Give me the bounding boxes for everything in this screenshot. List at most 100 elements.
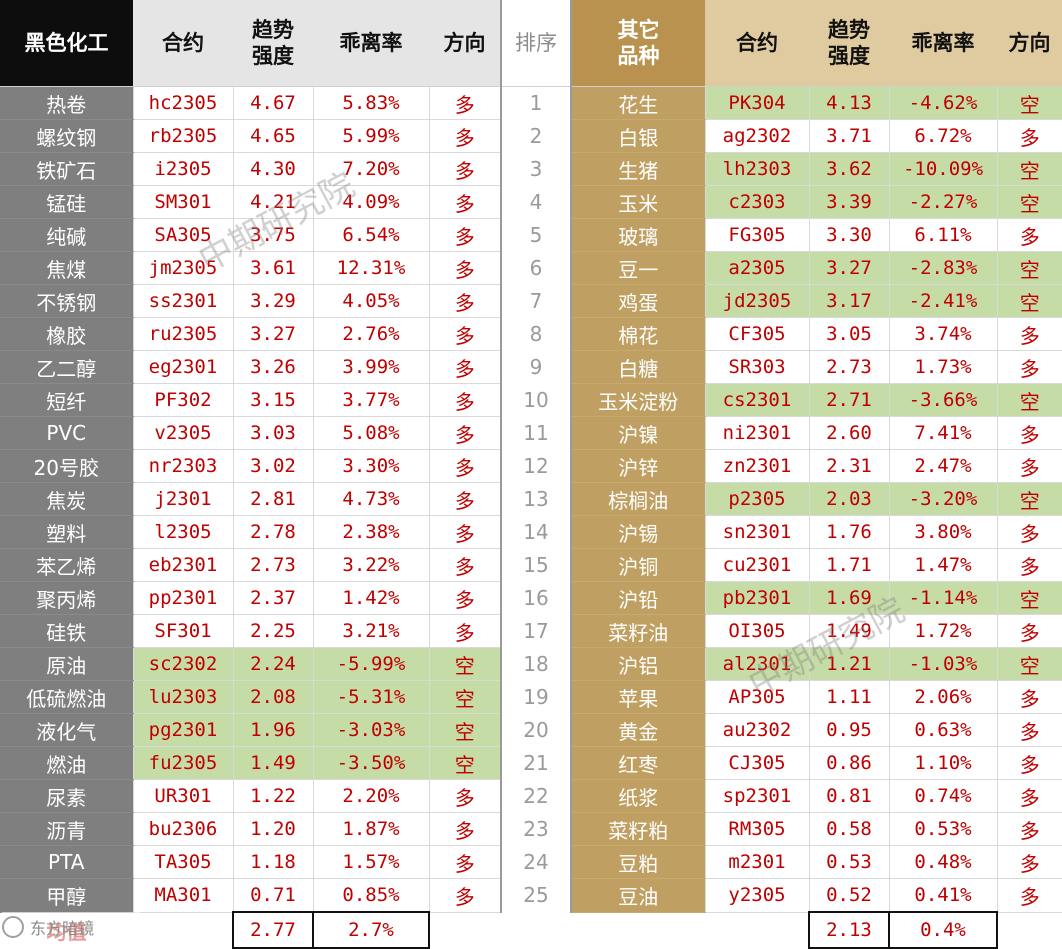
header-left-trend-text: 趋势强度 <box>252 18 294 68</box>
table-row: 20号胶 nr2303 3.02 3.30% 多 12 沪锌 zn2301 2.31 2.47% 多 <box>0 449 1062 483</box>
right-dir-cell: 多 <box>996 317 1062 351</box>
left-category-name: 20号胶 <box>0 449 133 483</box>
right-trend-cell: 2.71 <box>808 383 889 417</box>
rank-cell: 8 <box>500 317 572 351</box>
header-right-trend-text: 趋势强度 <box>828 18 870 68</box>
table-row: PTA TA305 1.18 1.57% 多 24 豆粕 m2301 0.53 0.48% 多 <box>0 845 1062 879</box>
right-dir-cell: 多 <box>996 845 1062 879</box>
left-category-name: 短纤 <box>0 383 133 417</box>
left-dir-cell: 多 <box>428 416 501 450</box>
right-code-cell: OI305 <box>704 614 809 648</box>
table-row: 塑料 l2305 2.78 2.38% 多 14 沪锡 sn2301 1.76 3.80% 多 <box>0 515 1062 549</box>
header-left-category: 黑色化工 <box>0 0 133 87</box>
left-dir-cell: 多 <box>428 317 501 351</box>
right-trend-cell: 2.03 <box>808 482 889 516</box>
left-code-cell: j2301 <box>132 482 233 516</box>
right-category-name: 沪铝 <box>571 647 705 681</box>
right-category-name: 菜籽粕 <box>571 812 705 846</box>
left-trend-cell: 2.24 <box>232 647 313 681</box>
right-category-name: 白糖 <box>571 350 705 384</box>
table-row: 螺纹钢 rb2305 4.65 5.99% 多 2 白银 ag2302 3.71 6.72% 多 <box>0 119 1062 153</box>
left-dev-cell: 2.38% <box>312 515 429 549</box>
left-category-name: 沥青 <box>0 812 133 846</box>
left-dev-cell: 3.99% <box>312 350 429 384</box>
left-code-cell: rb2305 <box>132 119 233 153</box>
right-trend-cell: 4.13 <box>808 86 889 120</box>
right-dir-cell: 空 <box>996 647 1062 681</box>
right-trend-cell: 3.05 <box>808 317 889 351</box>
right-category-name: 苹果 <box>571 680 705 714</box>
left-code-cell: SA305 <box>132 218 233 252</box>
right-trend-cell: 3.27 <box>808 251 889 285</box>
left-dev-cell: -3.50% <box>312 746 429 780</box>
right-dir-cell: 多 <box>996 713 1062 747</box>
right-category-name: 豆油 <box>571 878 705 913</box>
header-right-direction: 方向 <box>997 0 1062 87</box>
right-category-name: 棕榈油 <box>571 482 705 516</box>
right-category-name: 沪锡 <box>571 515 705 549</box>
rank-cell: 3 <box>500 152 572 186</box>
right-category-name: 沪锌 <box>571 449 705 483</box>
right-dev-cell: -3.20% <box>888 482 997 516</box>
right-category-name: 鸡蛋 <box>571 284 705 318</box>
right-code-cell: al2301 <box>704 647 809 681</box>
left-dev-cell: 1.57% <box>312 845 429 879</box>
left-dir-cell: 空 <box>428 713 501 747</box>
right-code-cell: CF305 <box>704 317 809 351</box>
left-dir-cell: 多 <box>428 779 501 813</box>
left-code-cell: MA301 <box>132 878 233 913</box>
table-row: 短纤 PF302 3.15 3.77% 多 10 玉米淀粉 cs2301 2.71 -3.66% 空 <box>0 383 1062 417</box>
right-dev-cell: -3.66% <box>888 383 997 417</box>
header-left-contract: 合约 <box>133 0 233 87</box>
left-dir-cell: 多 <box>428 218 501 252</box>
right-dev-cell: -2.83% <box>888 251 997 285</box>
left-dev-cell: 2.76% <box>312 317 429 351</box>
left-code-cell: jm2305 <box>132 251 233 285</box>
left-category-name: 塑料 <box>0 515 133 549</box>
table-row: 低硫燃油 lu2303 2.08 -5.31% 空 19 苹果 AP305 1.11 2.06% 多 <box>0 680 1062 714</box>
left-category-name: 橡胶 <box>0 317 133 351</box>
left-category-name: PTA <box>0 845 133 879</box>
left-trend-cell: 1.49 <box>232 746 313 780</box>
header-right-category: 其它品种 <box>571 0 705 87</box>
right-trend-cell: 1.21 <box>808 647 889 681</box>
left-dev-cell: 3.30% <box>312 449 429 483</box>
right-category-name: 沪铅 <box>571 581 705 615</box>
left-code-cell: UR301 <box>132 779 233 813</box>
average-left-deviation: 2.7% <box>312 911 430 949</box>
left-trend-cell: 3.03 <box>232 416 313 450</box>
rank-cell: 19 <box>500 680 572 714</box>
left-trend-cell: 1.96 <box>232 713 313 747</box>
right-category-name: 红枣 <box>571 746 705 780</box>
right-category-name: 棉花 <box>571 317 705 351</box>
rank-cell: 12 <box>500 449 572 483</box>
right-dev-cell: 0.48% <box>888 845 997 879</box>
right-category-name: 花生 <box>571 86 705 120</box>
right-category-name: 玉米淀粉 <box>571 383 705 417</box>
right-code-cell: pb2301 <box>704 581 809 615</box>
left-dir-cell: 空 <box>428 746 501 780</box>
right-trend-cell: 2.73 <box>808 350 889 384</box>
average-right-trend: 2.13 <box>808 911 890 949</box>
right-category-name: 生猪 <box>571 152 705 186</box>
right-category-name: 纸浆 <box>571 779 705 813</box>
right-dir-cell: 空 <box>996 152 1062 186</box>
left-category-name: PVC <box>0 416 133 450</box>
rank-cell: 22 <box>500 779 572 813</box>
left-dev-cell: 4.05% <box>312 284 429 318</box>
rank-cell: 25 <box>500 878 572 912</box>
right-code-cell: zn2301 <box>704 449 809 483</box>
left-code-cell: ru2305 <box>132 317 233 351</box>
average-right-blank <box>705 912 809 948</box>
right-dev-cell: 3.80% <box>888 515 997 549</box>
left-trend-cell: 3.27 <box>232 317 313 351</box>
left-code-cell: lu2303 <box>132 680 233 714</box>
left-dev-cell: 0.85% <box>312 878 429 913</box>
left-code-cell: v2305 <box>132 416 233 450</box>
right-dev-cell: -1.03% <box>888 647 997 681</box>
left-category-name: 焦炭 <box>0 482 133 516</box>
left-code-cell: pp2301 <box>132 581 233 615</box>
right-dir-cell: 空 <box>996 185 1062 219</box>
right-dev-cell: 2.06% <box>888 680 997 714</box>
